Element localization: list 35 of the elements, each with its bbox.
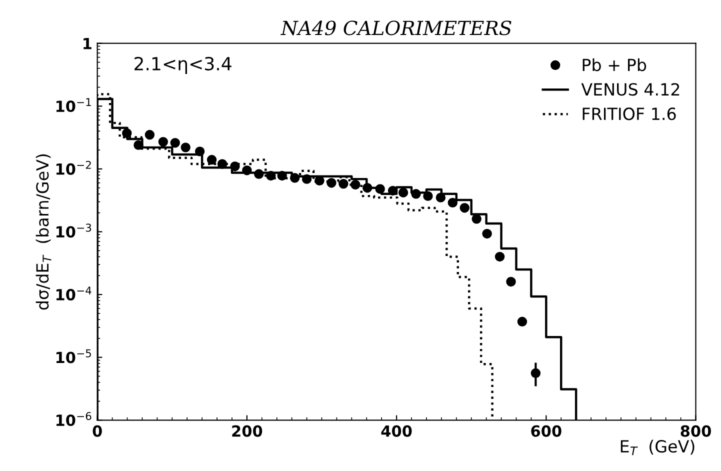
legend-label: Pb + Pb — [582, 58, 646, 72]
point — [517, 316, 528, 327]
point — [460, 202, 470, 213]
y-tick-label: 10$^{−5}$ — [56, 349, 91, 364]
point — [180, 142, 190, 152]
point — [423, 191, 433, 201]
y-tick-label: 10$^{−2}$ — [56, 160, 91, 175]
y-tick-label: 10$^{−1}$ — [56, 98, 91, 112]
y-tick-label: 10$^{−3}$ — [56, 224, 92, 238]
point — [494, 252, 505, 262]
x-tick-label: 200 — [232, 425, 262, 437]
point — [170, 138, 180, 148]
x-tick-label: 800 — [680, 425, 711, 437]
chart-title: NA49 CALORIMETERS — [280, 20, 512, 36]
x-axis-title: E$_{T}$ (GeV) — [620, 440, 694, 456]
point — [436, 192, 446, 202]
legend-label: FRITIOF 1.6 — [582, 108, 676, 120]
x-tick-label: 400 — [381, 425, 412, 437]
x-tick-label: 600 — [531, 425, 562, 437]
annotation: 2.1<η<3.4 — [134, 56, 232, 74]
point — [398, 188, 408, 198]
point — [144, 130, 155, 140]
point — [506, 276, 516, 287]
point — [206, 154, 217, 165]
point — [338, 178, 348, 189]
y-tick-label: 10$^{−6}$ — [56, 412, 92, 426]
point — [472, 214, 482, 224]
y-tick-label: 1 — [84, 38, 92, 50]
legend-label: VENUS 4.12 — [581, 83, 680, 96]
point — [158, 136, 168, 147]
point — [448, 198, 458, 208]
y-axis-title: dσ/dE$_{T}$ (barn/GeV) — [36, 154, 52, 310]
x-tick-label: 0 — [92, 425, 102, 437]
point — [482, 228, 492, 239]
y-tick-label: 10$^{−4}$ — [56, 286, 92, 300]
